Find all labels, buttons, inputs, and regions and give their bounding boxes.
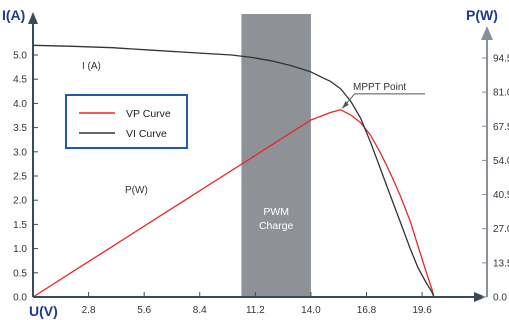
x-tick-label: 16.8: [357, 305, 377, 316]
left-tick-label: 0.5: [13, 268, 27, 279]
pwm-charge-band: [241, 14, 311, 297]
x-tick-label: 19.6: [412, 305, 432, 316]
right-tick-label: 94.5: [493, 54, 509, 65]
right-tick-label: 0.0: [493, 293, 507, 304]
right-tick-label: 13.5: [493, 258, 509, 269]
x-tick-label: 2.8: [82, 305, 96, 316]
right-tick-label: 40.5: [493, 190, 509, 201]
legend-box: [65, 94, 188, 149]
x-axis-title: U(V): [29, 303, 58, 319]
left-tick-label: 0.0: [13, 293, 27, 304]
right-tick-label: 54.0: [493, 156, 509, 167]
left-axis-arrow: [28, 12, 38, 24]
left-tick-label: 1.0: [13, 244, 27, 255]
left-tick-label: 4.0: [13, 99, 27, 110]
left-tick-label: 1.5: [13, 220, 27, 231]
left-tick-label: 3.5: [13, 123, 27, 134]
pwm-label-line2: Charge: [259, 220, 294, 232]
left-tick-label: 4.5: [13, 75, 27, 86]
x-axis-arrow: [474, 292, 486, 302]
vp-curve-line: [32, 109, 435, 298]
power-curve-label: P(W): [125, 185, 148, 196]
legend-vi-label: VI Curve: [126, 128, 167, 140]
right-tick-label: 81.0: [493, 88, 509, 99]
left-tick-label: 5.0: [13, 51, 27, 62]
pwm-label-line1: PWM: [263, 206, 289, 218]
right-tick-label: 27.0: [493, 224, 509, 235]
mppt-label: MPPT Point: [353, 82, 406, 93]
right-axis-arrow: [481, 26, 493, 40]
x-tick-label: 5.6: [137, 305, 151, 316]
x-tick-label: 8.4: [193, 305, 207, 316]
mppt-leader-line: [342, 93, 425, 109]
mppt-arrowhead: [341, 100, 349, 109]
right-axis-title: P(W): [466, 7, 498, 23]
left-tick-label: 3.0: [13, 147, 27, 158]
left-tick-label: 2.0: [13, 196, 27, 207]
current-curve-label: I (A): [82, 61, 101, 72]
vi-curve-line: [32, 44, 435, 298]
legend-vp-label: VP Curve: [126, 108, 171, 120]
right-tick-label: 67.5: [493, 122, 509, 133]
left-tick-label: 2.5: [13, 172, 27, 183]
left-axis-title: I(A): [2, 7, 25, 23]
x-tick-label: 14.0: [301, 305, 321, 316]
x-tick-label: 11.2: [246, 305, 265, 316]
